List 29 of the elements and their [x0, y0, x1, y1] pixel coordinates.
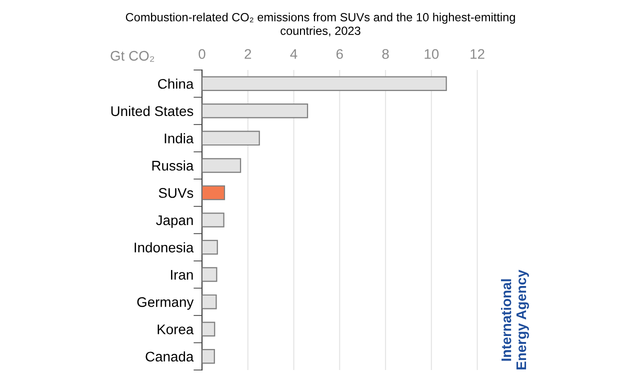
bar	[202, 158, 242, 173]
y-tick-label: India	[164, 133, 194, 144]
y-tick-label: Korea	[158, 324, 194, 334]
x-tick-label: 8	[382, 49, 389, 59]
bar	[202, 185, 226, 200]
y-tick-label: Indonesia	[134, 242, 194, 252]
bar	[202, 294, 217, 310]
y-tick-label: Russia	[152, 160, 194, 171]
chart-title: Combustion-related CO₂ emissions from SUVs and the 10 highest-emitting countries, 2023	[126, 12, 515, 36]
y-tick-label: Iran	[171, 270, 193, 280]
x-axis-title: Gt CO₂	[110, 50, 154, 62]
x-tick-label: 6	[336, 49, 343, 59]
y-tick-label: Germany	[137, 297, 194, 310]
bar	[202, 240, 218, 255]
x-tick-label: 10	[424, 49, 439, 59]
x-tick-label: 2	[244, 49, 252, 59]
x-tick-label: 4	[290, 49, 298, 59]
text: International Energy Agency	[501, 270, 529, 370]
y-tick-label: Canada	[146, 351, 194, 362]
y-tick-label: China	[158, 78, 194, 89]
bar	[202, 212, 224, 228]
bar	[202, 322, 216, 336]
bar	[202, 348, 215, 364]
y-tick-label: Japan	[156, 215, 193, 228]
y-tick-label: SUVs	[158, 188, 194, 198]
x-tick-label: 0	[198, 49, 206, 59]
y-tick-label: United States	[111, 106, 194, 116]
bar	[202, 267, 218, 282]
x-tick-label: 12	[470, 49, 484, 59]
